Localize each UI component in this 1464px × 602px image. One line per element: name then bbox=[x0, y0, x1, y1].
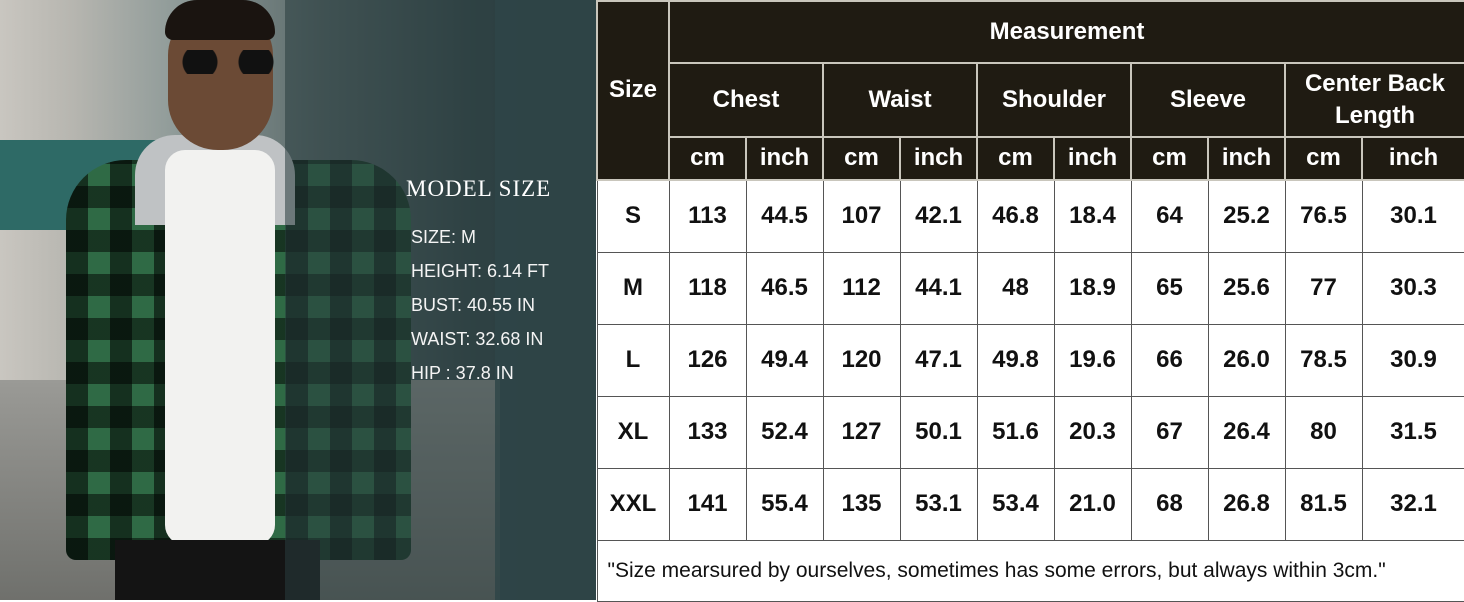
unit-header-cm: cm bbox=[822, 136, 901, 181]
model-size-line: SIZE: M bbox=[411, 227, 477, 247]
value-cell: 78.5 bbox=[1284, 323, 1363, 397]
value-cell: 49.8 bbox=[976, 323, 1055, 397]
unit-header-inch: inch bbox=[745, 136, 824, 181]
size-cell: XL bbox=[596, 395, 670, 469]
unit-header-inch: inch bbox=[1207, 136, 1286, 181]
size-table: Size Measurement Chest Waist Shoulder Sleev… bbox=[596, 0, 1464, 602]
value-cell: 46.8 bbox=[976, 179, 1055, 253]
value-cell: 107 bbox=[822, 179, 901, 253]
measurement-header: Measurement bbox=[667, 0, 1464, 64]
size-cell: S bbox=[596, 179, 670, 253]
unit-header-cm: cm bbox=[1284, 136, 1363, 181]
unit-header-cm: cm bbox=[668, 136, 747, 181]
overlay-panel bbox=[495, 0, 596, 600]
unit-header-cm: cm bbox=[976, 136, 1055, 181]
value-cell: 26.8 bbox=[1207, 467, 1286, 541]
value-cell: 18.4 bbox=[1053, 179, 1132, 253]
model-size-title: MODEL SIZE bbox=[406, 176, 552, 201]
measure-header-waist: Waist bbox=[822, 62, 978, 138]
value-cell: 25.6 bbox=[1207, 251, 1286, 325]
value-cell: 21.0 bbox=[1053, 467, 1132, 541]
measure-header-chest: Chest bbox=[668, 62, 824, 138]
white-tshirt bbox=[165, 150, 275, 545]
value-cell: 81.5 bbox=[1284, 467, 1363, 541]
value-cell: 64 bbox=[1130, 179, 1209, 253]
size-cell: XXL bbox=[596, 467, 670, 541]
value-cell: 30.9 bbox=[1361, 323, 1464, 397]
value-cell: 42.1 bbox=[899, 179, 978, 253]
value-cell: 127 bbox=[822, 395, 901, 469]
value-cell: 44.5 bbox=[745, 179, 824, 253]
unit-header-inch: inch bbox=[1053, 136, 1132, 181]
value-cell: 53.1 bbox=[899, 467, 978, 541]
value-cell: 26.0 bbox=[1207, 323, 1286, 397]
model-height-line: HEIGHT: 6.14 FT bbox=[411, 261, 550, 281]
model-hair bbox=[165, 0, 275, 40]
unit-header-inch: inch bbox=[1360, 136, 1464, 181]
size-cell: L bbox=[596, 323, 670, 397]
value-cell: 141 bbox=[668, 467, 747, 541]
table-row: L 126 49.4 120 47.1 49.8 19.6 66 26.0 78.5 30.9 bbox=[596, 323, 1464, 397]
sunglasses-icon bbox=[172, 50, 284, 74]
value-cell: 80 bbox=[1284, 395, 1363, 469]
value-cell: 30.3 bbox=[1361, 251, 1464, 325]
value-cell: 48 bbox=[976, 251, 1055, 325]
value-cell: 19.6 bbox=[1053, 323, 1132, 397]
value-cell: 135 bbox=[822, 467, 901, 541]
model-size-info: MODEL SIZE SIZE: M HEIGHT: 6.14 FT BUST:… bbox=[405, 176, 551, 397]
unit-header-inch: inch bbox=[899, 136, 978, 181]
value-cell: 68 bbox=[1130, 467, 1209, 541]
unit-header-cm: cm bbox=[1130, 136, 1209, 181]
measurement-note: "Size mearsured by ourselves, sometimes … bbox=[596, 539, 1464, 602]
size-cell: M bbox=[596, 251, 670, 325]
value-cell: 50.1 bbox=[899, 395, 978, 469]
value-cell: 66 bbox=[1130, 323, 1209, 397]
value-cell: 47.1 bbox=[899, 323, 978, 397]
value-cell: 112 bbox=[822, 251, 901, 325]
table-row: S 113 44.5 107 42.1 46.8 18.4 64 25.2 76.5 30.1 bbox=[596, 179, 1464, 253]
value-cell: 44.1 bbox=[899, 251, 978, 325]
model-bust-line: BUST: 40.55 IN bbox=[411, 295, 536, 315]
value-cell: 49.4 bbox=[745, 323, 824, 397]
value-cell: 53.4 bbox=[976, 467, 1055, 541]
size-chart: Size Measurement Chest Waist Shoulder Sleev… bbox=[596, 0, 1464, 602]
value-cell: 31.5 bbox=[1361, 395, 1464, 469]
value-cell: 20.3 bbox=[1053, 395, 1132, 469]
value-cell: 76.5 bbox=[1284, 179, 1363, 253]
value-cell: 51.6 bbox=[976, 395, 1055, 469]
model-hip-line: HIP : 37.8 IN bbox=[411, 363, 514, 383]
value-cell: 18.9 bbox=[1053, 251, 1132, 325]
model-photo bbox=[0, 0, 596, 600]
value-cell: 30.1 bbox=[1361, 179, 1464, 253]
model-waist-line: WAIST: 32.68 IN bbox=[411, 329, 544, 349]
table-row: XXL 141 55.4 135 53.1 53.4 21.0 68 26.8 81.5 32.1 bbox=[596, 467, 1464, 541]
value-cell: 25.2 bbox=[1207, 179, 1286, 253]
value-cell: 52.4 bbox=[745, 395, 824, 469]
size-header: Size bbox=[596, 0, 670, 181]
value-cell: 120 bbox=[822, 323, 901, 397]
value-cell: 32.1 bbox=[1361, 467, 1464, 541]
value-cell: 26.4 bbox=[1207, 395, 1286, 469]
measure-header-sleeve: Sleeve bbox=[1130, 62, 1286, 138]
value-cell: 65 bbox=[1130, 251, 1209, 325]
value-cell: 126 bbox=[668, 323, 747, 397]
table-row: M 118 46.5 112 44.1 48 18.9 65 25.6 77 30.3 bbox=[596, 251, 1464, 325]
value-cell: 77 bbox=[1284, 251, 1363, 325]
value-cell: 55.4 bbox=[745, 467, 824, 541]
measure-header-shoulder: Shoulder bbox=[976, 62, 1132, 138]
value-cell: 113 bbox=[668, 179, 747, 253]
value-cell: 118 bbox=[668, 251, 747, 325]
measure-header-center-back-length: Center Back Length bbox=[1283, 62, 1464, 138]
value-cell: 67 bbox=[1130, 395, 1209, 469]
table-row: XL 133 52.4 127 50.1 51.6 20.3 67 26.4 80 31.5 bbox=[596, 395, 1464, 469]
value-cell: 46.5 bbox=[745, 251, 824, 325]
value-cell: 133 bbox=[668, 395, 747, 469]
